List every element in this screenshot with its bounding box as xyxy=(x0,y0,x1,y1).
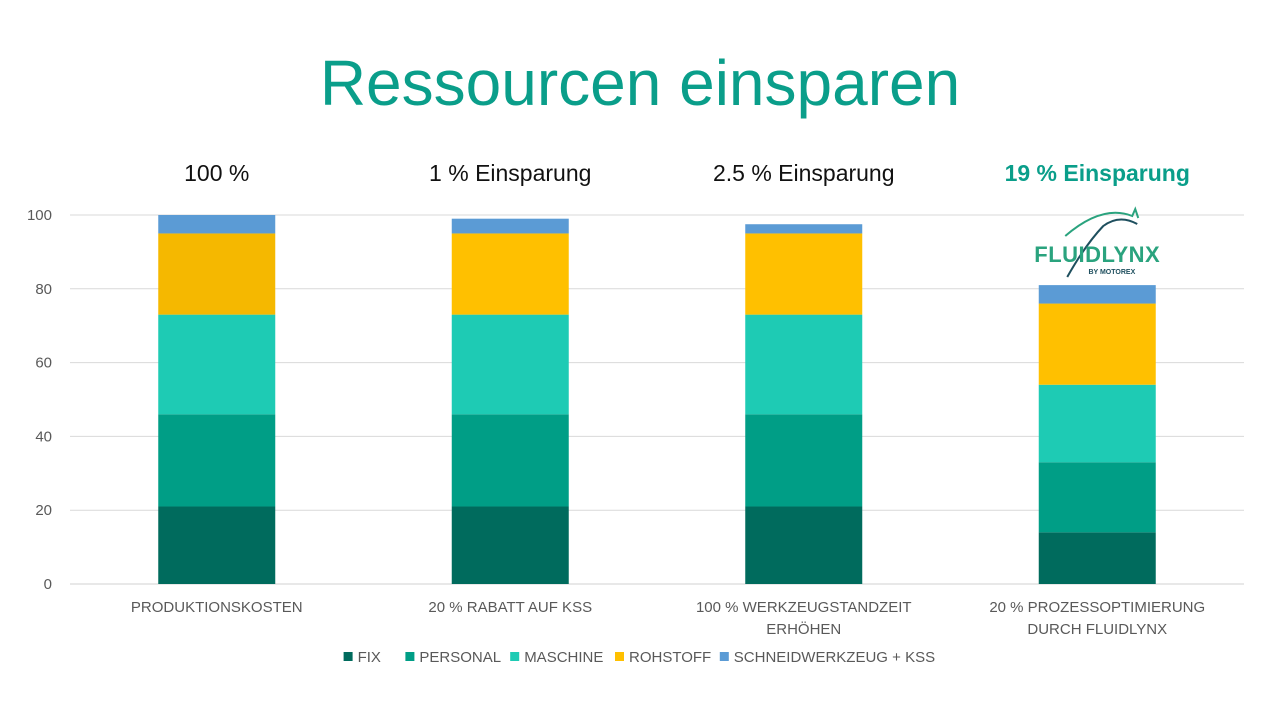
category-label: PRODUKTIONSKOSTEN xyxy=(131,599,303,616)
y-tick-label: 80 xyxy=(35,281,52,298)
category-label: DURCH FLUIDLYNX xyxy=(1027,621,1167,638)
bar-segment-personal xyxy=(451,414,569,507)
bar-segment-personal xyxy=(745,414,863,507)
slide-title: Ressourcen einsparen xyxy=(319,47,961,119)
bar-segment-maschine xyxy=(158,314,276,415)
y-tick-label: 0 xyxy=(44,576,52,593)
logo-lynx-ear xyxy=(1064,206,1140,237)
bar-segment-personal xyxy=(158,414,276,507)
bar-segment-maschine xyxy=(1038,384,1156,463)
legend-label: PERSONAL xyxy=(419,649,501,666)
legend-label: SCHNEIDWERKZEUG + KSS xyxy=(734,649,935,666)
legend-label: ROHSTOFF xyxy=(629,649,711,666)
bar-segment-rohstoff xyxy=(745,233,863,315)
logo-wordmark: FLUIDLYNX xyxy=(1034,242,1160,267)
y-tick-label: 20 xyxy=(35,502,52,519)
legend-swatch xyxy=(719,652,729,661)
category-label: 20 % RABATT AUF KSS xyxy=(428,599,592,616)
legend-swatch xyxy=(343,652,353,661)
legend-swatch xyxy=(615,652,624,661)
y-tick-label: 40 xyxy=(35,428,52,445)
savings-annotation: 19 % Einsparung xyxy=(1005,160,1190,186)
category-label: ERHÖHEN xyxy=(766,620,841,638)
bar-segment-schneidwerkzeug-kss xyxy=(1038,285,1156,304)
bar-segment-fix xyxy=(158,506,276,584)
bar-segment-personal xyxy=(1038,462,1156,533)
y-tick-label: 100 xyxy=(27,207,52,224)
bar-segment-maschine xyxy=(451,314,569,415)
savings-annotation: 1 % Einsparung xyxy=(429,160,591,186)
savings-annotation: 100 % xyxy=(184,160,249,186)
legend-label: FIX xyxy=(358,649,381,666)
bar-segment-schneidwerkzeug-kss xyxy=(745,224,863,234)
bar-segment-rohstoff xyxy=(1038,303,1156,385)
category-label: 100 % WERKZEUGSTANDZEIT xyxy=(696,599,912,616)
logo-lynx-outline xyxy=(1066,218,1138,278)
legend-label: MASCHINE xyxy=(524,649,603,666)
legend-swatch xyxy=(405,652,415,661)
bar-segment-fix xyxy=(745,506,863,584)
bar-segment-fix xyxy=(451,506,569,584)
bar-segment-schneidwerkzeug-kss xyxy=(451,218,569,234)
savings-annotation: 2.5 % Einsparung xyxy=(713,160,895,186)
logo-subline: BY MOTOREX xyxy=(1088,269,1135,276)
bar-segment-schneidwerkzeug-kss xyxy=(158,215,276,234)
fluidlynx-logo: FLUIDLYNX BY MOTOREX xyxy=(1034,206,1160,278)
category-label: 20 % PROZESSOPTIMIERUNG xyxy=(989,599,1205,616)
bar-segment-maschine xyxy=(745,314,863,415)
bar-segment-rohstoff xyxy=(158,233,276,315)
y-tick-label: 60 xyxy=(35,355,52,372)
bar-segment-fix xyxy=(1038,532,1156,584)
legend-swatch xyxy=(510,652,520,661)
bar-segment-rohstoff xyxy=(451,233,569,315)
